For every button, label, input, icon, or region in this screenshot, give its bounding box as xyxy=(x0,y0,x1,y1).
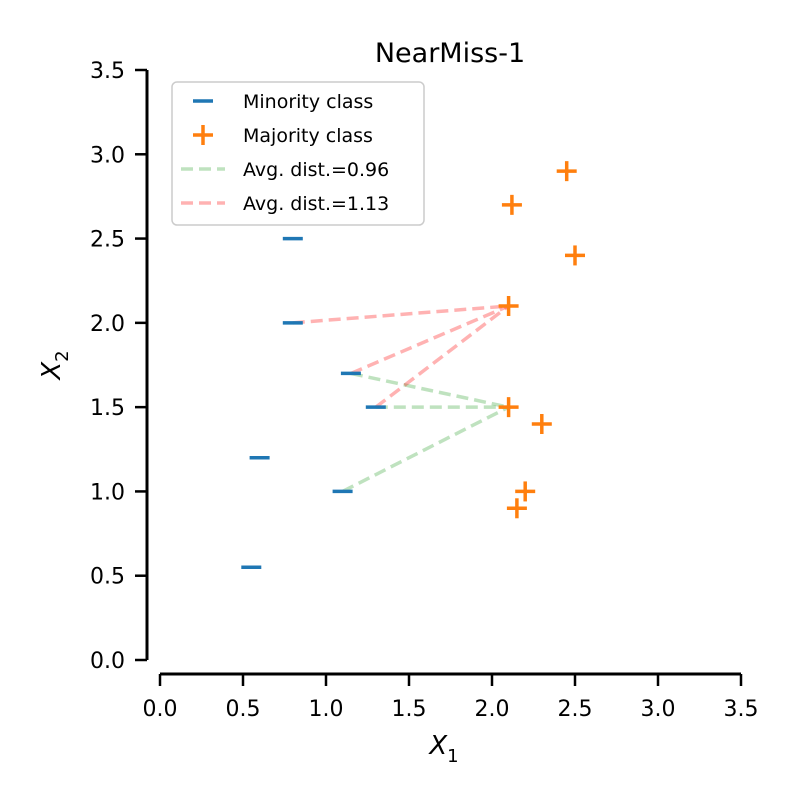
chart-title: NearMiss-1 xyxy=(375,38,525,69)
y-tick-label: 1.5 xyxy=(90,396,125,421)
y-tick-label: 2.0 xyxy=(90,312,125,337)
majority-point-1 xyxy=(501,194,522,215)
x-axis-label: X1 xyxy=(427,731,458,767)
y-tick-label: 2.5 xyxy=(90,228,125,253)
legend-box xyxy=(171,81,425,226)
x-axis: 0.0 0.5 1.0 1.5 2.0 2.5 3.0 3.5 xyxy=(143,672,759,722)
y-tick-label: 0.5 xyxy=(90,565,125,590)
majority-point-6 xyxy=(515,481,536,502)
y-tick-label: 3.0 xyxy=(90,143,125,168)
x-tick-label: 2.0 xyxy=(475,697,510,722)
legend-items: Minority class Majority class Avg. dist.=0… xyxy=(181,91,389,215)
majority-point-2 xyxy=(565,245,585,266)
legend: Minority class Majority class Avg. dist.=0… xyxy=(171,81,425,226)
distance-lines xyxy=(292,304,510,493)
data-points xyxy=(241,161,585,570)
legend-label-2: Avg. dist.=0.96 xyxy=(243,159,389,181)
distance-line-1-0 xyxy=(292,304,509,325)
majority-point-7 xyxy=(506,498,527,519)
majority-point-4 xyxy=(498,397,519,418)
legend-label-1: Majority class xyxy=(243,125,373,147)
y-tick-label: 3.5 xyxy=(90,59,125,84)
distance-line-0-2 xyxy=(341,405,510,493)
majority-point-3 xyxy=(498,296,519,316)
x-tick-label: 2.5 xyxy=(558,697,593,722)
distance-line-1-1 xyxy=(350,304,510,376)
distance-line-0-0 xyxy=(350,371,509,409)
x-ticks: 0.0 0.5 1.0 1.5 2.0 2.5 3.0 3.5 xyxy=(143,674,759,722)
x-tick-label: 0.5 xyxy=(226,697,261,722)
x-tick-label: 0.0 xyxy=(143,697,178,722)
y-axis: 0.0 0.5 1.0 1.5 2.0 2.5 3.0 3.5 xyxy=(90,59,149,674)
y-axis-label: X2 xyxy=(37,350,73,381)
legend-label-0: Minority class xyxy=(243,91,373,113)
legend-marker-majority xyxy=(193,125,213,145)
y-tick-label: 0.0 xyxy=(90,649,125,674)
x-tick-label: 1.5 xyxy=(392,697,427,722)
majority-point-5 xyxy=(531,414,552,434)
x-tick-label: 3.5 xyxy=(724,697,759,722)
x-tick-label: 3.0 xyxy=(641,697,676,722)
majority-point-0 xyxy=(556,161,577,182)
legend-label-3: Avg. dist.=1.13 xyxy=(243,193,389,215)
distance-line-1-2 xyxy=(374,304,510,409)
x-tick-label: 1.0 xyxy=(309,697,344,722)
y-tick-label: 1.0 xyxy=(90,480,125,505)
y-ticks: 0.0 0.5 1.0 1.5 2.0 2.5 3.0 3.5 xyxy=(90,59,147,674)
